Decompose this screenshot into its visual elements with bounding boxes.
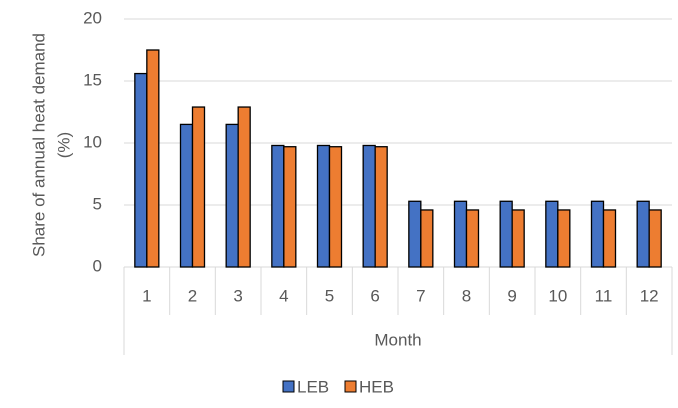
x-tick-label: 11	[595, 286, 613, 305]
bar	[602, 209, 617, 268]
bar	[328, 146, 343, 268]
bar	[191, 106, 206, 268]
bar	[146, 49, 160, 268]
x-tick-label: 12	[640, 286, 659, 305]
bar	[179, 123, 194, 268]
bar	[557, 209, 571, 268]
bar	[316, 144, 331, 268]
x-tick-label: 6	[370, 286, 379, 305]
bar	[271, 144, 285, 268]
y-axis-title: Share of annual heat demand	[29, 33, 48, 257]
bar	[499, 200, 513, 268]
bar	[511, 209, 525, 268]
y-axis-title: (%)	[54, 132, 73, 158]
bar	[225, 123, 239, 268]
bar	[374, 146, 388, 268]
bar	[362, 144, 376, 268]
legend-swatch	[282, 380, 295, 393]
y-tick-label: 10	[83, 132, 102, 151]
x-axis-title: Month	[374, 330, 421, 349]
bar	[134, 72, 148, 268]
bar	[420, 209, 434, 268]
legend-swatch	[344, 380, 357, 393]
x-tick-label: 3	[233, 286, 242, 305]
legend-label: LEB	[297, 377, 329, 396]
bar	[237, 106, 251, 268]
bar	[648, 209, 662, 268]
y-tick-label: 20	[83, 8, 102, 27]
y-tick-label: 15	[83, 70, 102, 89]
x-tick-label: 1	[142, 286, 151, 305]
y-tick-label: 5	[93, 194, 102, 213]
bar	[408, 200, 422, 268]
x-tick-label: 2	[188, 286, 197, 305]
legend-label: HEB	[359, 377, 394, 396]
bar	[545, 200, 559, 268]
x-tick-label: 7	[416, 286, 425, 305]
bar	[453, 200, 468, 268]
bar	[636, 200, 650, 268]
x-tick-label: 4	[279, 286, 288, 305]
bar	[283, 146, 297, 268]
x-tick-label: 5	[325, 286, 334, 305]
x-tick-label: 8	[462, 286, 471, 305]
y-tick-label: 0	[93, 256, 102, 275]
bar	[465, 209, 480, 268]
x-tick-label: 9	[507, 286, 516, 305]
x-tick-label: 10	[548, 286, 567, 305]
bar	[590, 200, 605, 268]
